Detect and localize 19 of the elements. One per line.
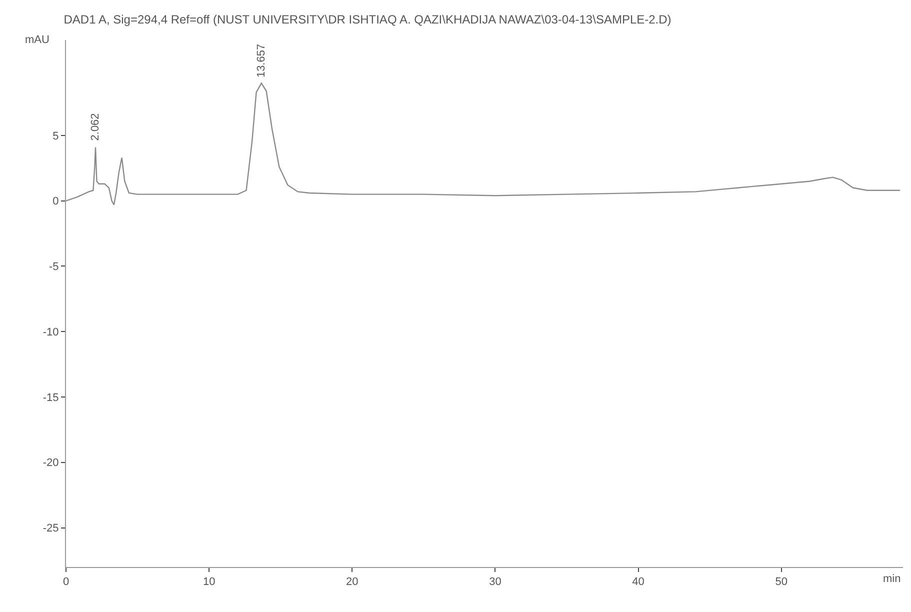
- annotation: 13.657: [255, 44, 268, 78]
- y-axis-title: mAU: [25, 34, 50, 46]
- x-axis-title: min: [883, 573, 901, 585]
- x-tick-label: 30: [489, 576, 502, 588]
- y-tick-label: -5: [49, 261, 59, 274]
- x-tick-label: 10: [202, 576, 216, 588]
- x-tick-label: 20: [346, 576, 358, 588]
- y-tick-label: -20: [42, 457, 59, 470]
- x-tick-label: 40: [632, 576, 644, 588]
- y-tick-label: -15: [42, 392, 59, 404]
- annotation: 2.062: [89, 113, 102, 141]
- chart-title: DAD1 A, Sig=294,4 Ref=off (NUST UNIVERSITY\DR ISHTIAQ A. QAZI\KHADIJA NAWAZ\03-04-13\SAMPLE-2.D): [64, 12, 672, 27]
- y-tick-label: -10: [42, 326, 59, 338]
- x-tick-label: 50: [775, 576, 788, 588]
- line-series: [66, 82, 901, 206]
- x-tick-label: 0: [62, 576, 70, 588]
- y-tick-label: -25: [42, 522, 59, 535]
- y-tick-label: 0: [52, 196, 59, 208]
- y-tick-label: 5: [52, 130, 59, 142]
